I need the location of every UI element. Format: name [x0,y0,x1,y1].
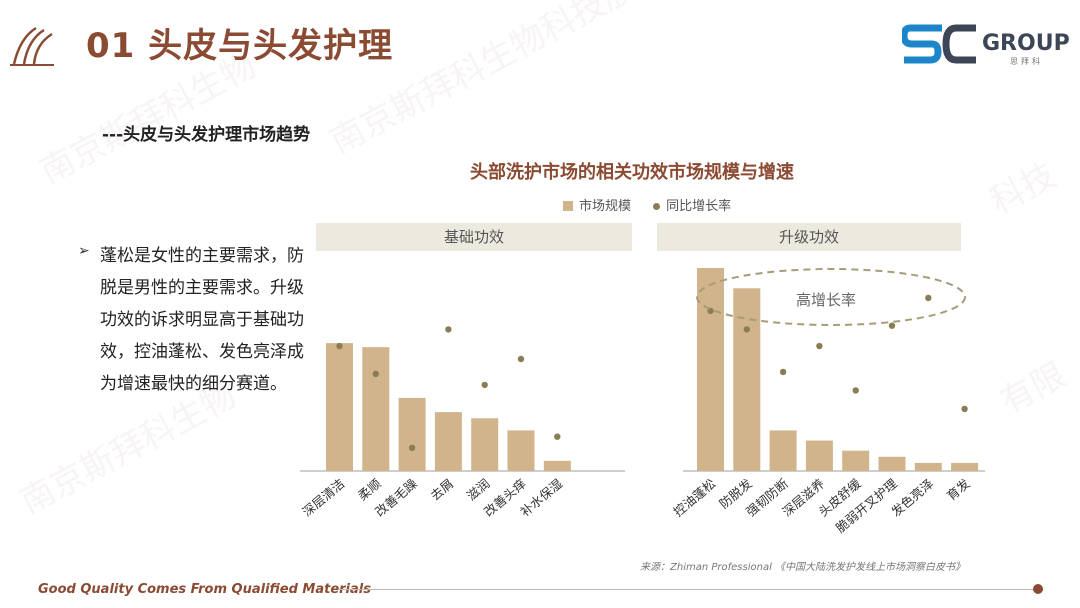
bar [951,462,979,471]
growth-dot [925,294,932,302]
category-label: 深层清洁 [299,476,347,520]
bar [434,412,462,471]
bar [362,347,390,471]
page-title: 01 头皮与头发护理 [86,26,394,66]
bar [507,430,535,471]
legend-label-bar: 市场规模 [579,199,632,214]
bar [697,268,724,471]
group-label-basic: 基础功效 [316,223,632,251]
growth-dot [743,326,750,333]
annotation-label: 高增长率 [796,291,857,309]
growth-dot [336,342,343,350]
bar [769,430,797,471]
legend-dot-swatch [653,203,661,210]
arrow-bullet-icon: ➢ [78,243,90,259]
footer-slogan: Good Quality Comes From Qualified Materi… [38,582,371,597]
category-label: 去屑 [428,476,457,504]
growth-dot [779,368,787,376]
group-label-upgrade: 升级功效 [657,223,961,251]
footer-dot-icon [1033,584,1043,594]
footer-divider [338,589,1038,590]
legend-bar-swatch [563,201,573,211]
bar [878,456,906,471]
growth-dot [961,405,968,413]
section-subtitle: ---头皮与头发护理市场趋势 [102,125,311,145]
growth-dot [888,322,896,329]
bar [326,343,353,471]
growth-dot [852,387,859,394]
bar [398,397,426,471]
bar [543,460,571,471]
bar [733,288,761,471]
bar [914,462,942,471]
bullet-text: 蓬松是女性的主要需求，防脱是男性的主要需求。升级功效的诉求明显高于基础功效，控油… [100,246,304,394]
bullet-point: ➢ 蓬松是女性的主要需求，防脱是男性的主要需求。升级功效的诉求明显高于基础功效，… [78,240,308,400]
chart-legend: 市场规模 同比增长率 [563,195,731,214]
growth-dot [445,326,452,333]
category-label: 柔顺 [355,476,384,504]
chart-title: 头部洗护市场的相关功效市场规模与增速 [470,162,794,183]
bar [842,450,870,471]
growth-dot [517,355,525,363]
bar [471,418,499,471]
category-label: 滋润 [464,476,493,504]
bar [805,440,833,471]
category-label: 控油蓬松 [670,476,718,520]
source-note: 来源：Zhiman Professional 《中国大陆洗发护发线上市场洞察白皮… [640,562,966,573]
brand-subtitle: 思拜科 [1010,57,1043,66]
legend-label-dot: 同比增长率 [666,199,732,214]
sc-brand-logo-icon [902,24,976,64]
category-label: 育发 [944,475,973,503]
growth-dot [372,370,379,377]
brand-name: GROUP [982,31,1070,56]
growth-dot [408,444,416,451]
growth-dot [816,342,823,350]
high-growth-ellipse [696,268,966,326]
growth-dot [481,381,488,389]
hair-logo-icon [10,26,54,66]
growth-dot [554,433,561,440]
